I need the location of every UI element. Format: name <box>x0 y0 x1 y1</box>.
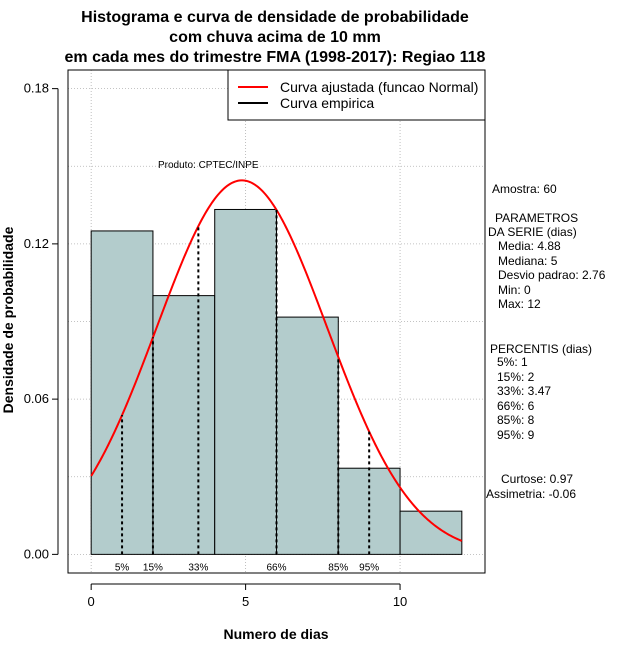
legend-label-fitted: Curva ajustada (funcao Normal) <box>280 79 478 95</box>
stats-panel: Amostra: 60 PARAMETROS DA SERIE (dias) M… <box>486 182 606 501</box>
chart-title-line-3: em cada mes do trimestre FMA (1998-2017)… <box>65 49 486 66</box>
stat-p33: 33%: 3.47 <box>497 384 551 398</box>
stat-desvio: Desvio padrao: 2.76 <box>498 268 606 282</box>
y-axis-label: Densidade de probabilidade <box>0 226 16 413</box>
histogram-bars <box>90 208 463 555</box>
params-title-2: DA SERIE (dias) <box>488 225 577 239</box>
legend-box <box>227 69 486 121</box>
percentile-label: 85% <box>328 562 348 573</box>
x-tick-label: 10 <box>393 594 407 609</box>
x-tick-label: 0 <box>88 594 95 609</box>
legend-label-empirical: Curva empirica <box>280 95 374 111</box>
stat-p85: 85%: 8 <box>497 413 535 427</box>
stat-p95: 95%: 9 <box>497 428 535 442</box>
stat-media: Media: 4.88 <box>498 239 561 253</box>
histogram-bar <box>276 316 339 555</box>
stat-max: Max: 12 <box>498 297 541 311</box>
stat-p66: 66%: 6 <box>497 399 535 413</box>
product-label: Produto: CPTEC/INPE <box>158 160 259 171</box>
percentile-label: 33% <box>188 562 208 573</box>
histogram-bar <box>90 230 154 555</box>
stat-min: Min: 0 <box>498 283 531 297</box>
params-title-1: PARAMETROS <box>495 211 578 225</box>
y-tick-label: 0.06 <box>24 391 49 406</box>
percentile-label: 66% <box>266 562 286 573</box>
percentile-label: 95% <box>359 562 379 573</box>
stat-mediana: Mediana: 5 <box>498 254 558 268</box>
stat-p15: 15%: 2 <box>497 370 535 384</box>
axes: 0.00 0.06 0.12 0.18 0 5 10 <box>24 81 408 609</box>
stat-p5: 5%: 1 <box>497 355 528 369</box>
legend: Curva ajustada (funcao Normal) Curva emp… <box>227 69 486 121</box>
chart-title-line-2: com chuva acima de 10 mm <box>169 29 381 46</box>
percentile-label: 5% <box>115 562 130 573</box>
histogram-bar <box>399 510 463 555</box>
histogram-bar <box>152 295 216 555</box>
stat-assimetria: Assimetria: -0.06 <box>486 487 576 501</box>
percentiles-title: PERCENTIS (dias) <box>490 342 592 356</box>
sample-size: Amostra: 60 <box>492 182 557 196</box>
y-tick-label: 0.12 <box>24 236 49 251</box>
x-axis-label: Numero de dias <box>223 626 328 642</box>
stat-curtose: Curtose: 0.97 <box>501 472 573 486</box>
y-tick-label: 0.18 <box>24 81 49 96</box>
x-tick-label: 5 <box>242 594 249 609</box>
histogram-bar <box>214 208 278 555</box>
percentile-markers: 5% 15% 33% 66% 85% 95% <box>115 209 379 573</box>
percentile-label: 15% <box>143 562 163 573</box>
chart-title-line-1: Histograma e curva de densidade de proba… <box>81 9 469 26</box>
y-tick-label: 0.00 <box>24 546 49 561</box>
